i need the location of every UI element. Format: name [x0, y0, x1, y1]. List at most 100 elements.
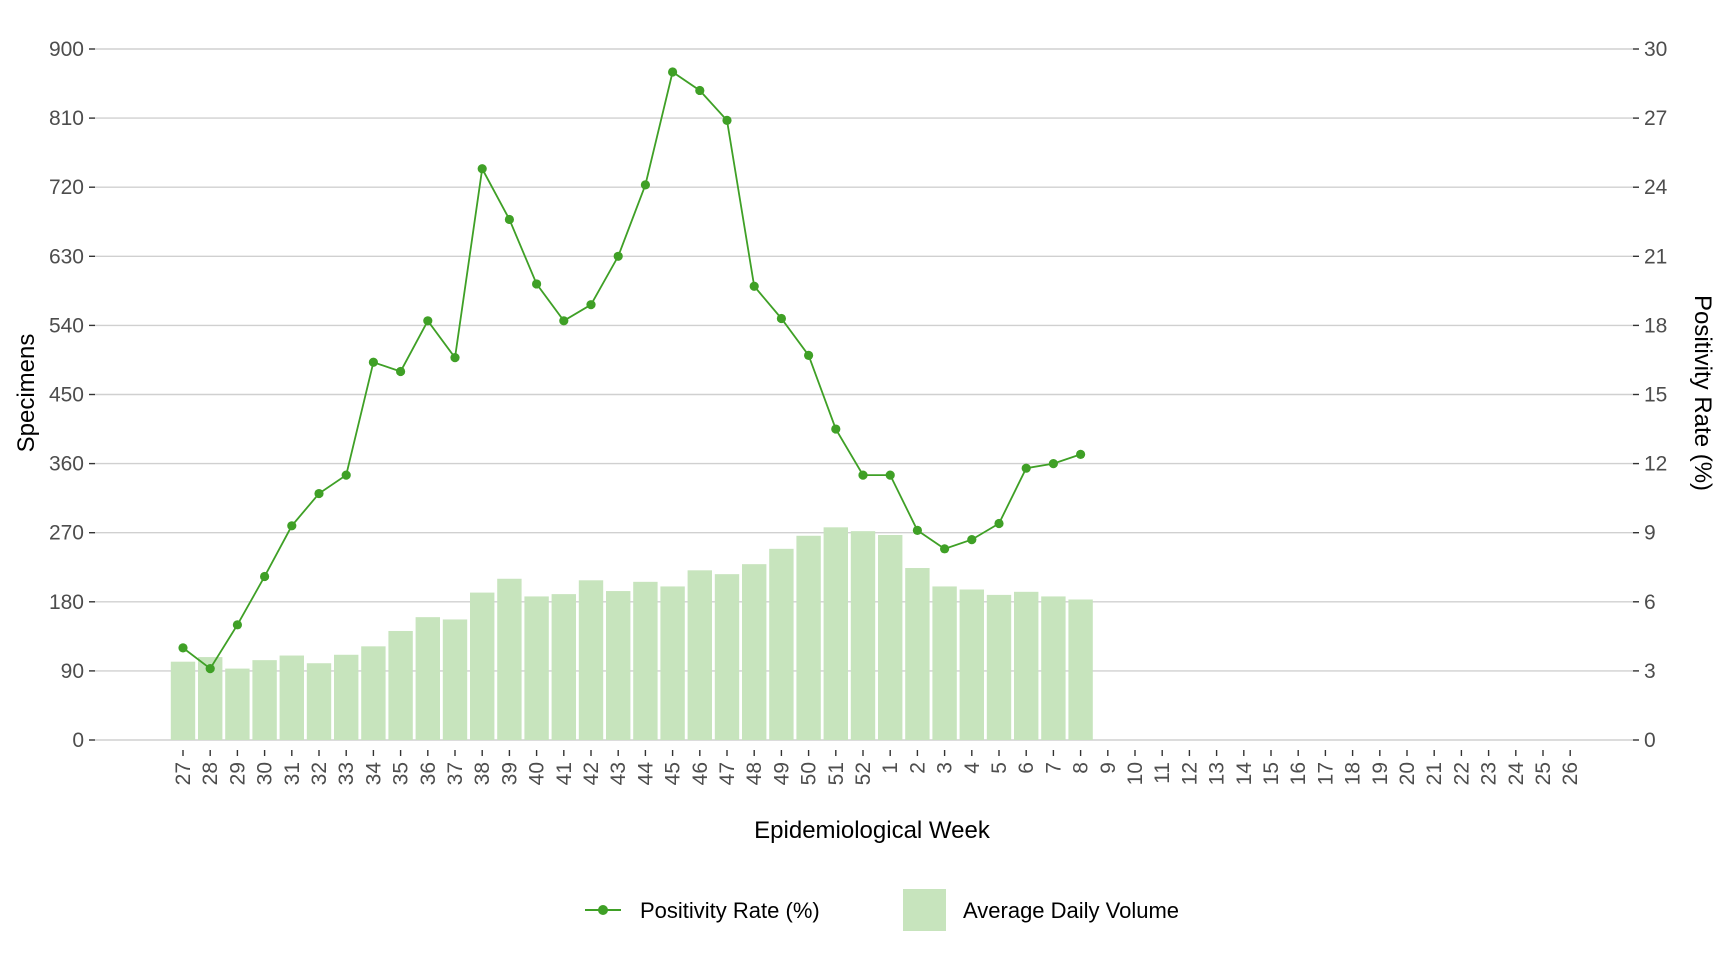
- left-tick-label-0: 0: [72, 729, 84, 752]
- x-tick-label-5: 5: [988, 762, 1011, 774]
- x-tick-label-38: 38: [471, 762, 494, 785]
- left-tick-label-10: 900: [49, 38, 84, 61]
- point-week-30: [260, 571, 270, 582]
- x-tick-label-29: 29: [226, 762, 249, 785]
- legend-label-volume: Average Daily Volume: [963, 898, 1179, 923]
- bar-week-44: [633, 581, 658, 740]
- bar-week-35: [388, 630, 413, 740]
- x-tick-label-40: 40: [526, 762, 549, 785]
- x-tick-label-4: 4: [961, 762, 984, 774]
- legend-item-volume: Average Daily Volume: [903, 889, 1179, 931]
- point-week-34: [368, 357, 378, 367]
- point-week-32: [314, 488, 324, 499]
- x-tick-label-22: 22: [1450, 762, 1473, 785]
- left-tick-label-5: 450: [49, 384, 84, 407]
- x-tick-label-11: 11: [1151, 762, 1174, 784]
- x-tick-label-21: 21: [1423, 762, 1446, 785]
- x-tick-label-36: 36: [417, 762, 440, 785]
- x-tick-label-48: 48: [743, 762, 766, 785]
- point-week-33: [341, 470, 351, 480]
- x-tick-label-13: 13: [1206, 762, 1229, 785]
- point-week-48: [749, 281, 759, 291]
- x-tick-label-20: 20: [1396, 762, 1419, 785]
- x-tick-label-27: 27: [172, 762, 195, 785]
- right-tick-label-10: 30: [1644, 38, 1667, 61]
- point-week-47: [722, 115, 732, 126]
- bar-week-7: [1041, 596, 1066, 740]
- left-tick-label-6: 540: [49, 314, 84, 337]
- x-tick-label-8: 8: [1070, 762, 1093, 774]
- point-week-31: [287, 521, 297, 531]
- x-tick-label-6: 6: [1015, 762, 1038, 774]
- right-tick-label-4: 12: [1644, 453, 1667, 476]
- point-week-45: [668, 67, 678, 77]
- point-week-52: [858, 470, 868, 480]
- legend-point-swatch: [598, 905, 608, 915]
- line-series: [178, 67, 1086, 674]
- legend: Positivity Rate (%) Average Daily Volume: [585, 889, 1179, 931]
- legend-item-positivity: Positivity Rate (%): [585, 898, 820, 923]
- x-tick-label-10: 10: [1124, 762, 1147, 785]
- point-week-1: [885, 470, 895, 480]
- bar-week-2: [905, 568, 930, 740]
- point-week-4: [967, 535, 977, 545]
- bar-week-47: [714, 574, 740, 740]
- x-tick-label-45: 45: [662, 762, 685, 785]
- left-tick-label-7: 630: [49, 245, 84, 268]
- x-tick-label-37: 37: [444, 762, 467, 785]
- bar-week-40: [524, 596, 549, 740]
- point-week-36: [423, 316, 433, 326]
- right-tick-label-0: 0: [1644, 729, 1656, 752]
- x-tick-label-39: 39: [498, 762, 521, 785]
- bar-week-29: [225, 668, 250, 740]
- x-tick-label-17: 17: [1314, 762, 1337, 785]
- bar-week-51: [823, 527, 848, 740]
- x-tick-label-50: 50: [798, 762, 821, 785]
- x-tick-label-51: 51: [825, 762, 848, 785]
- x-tick-label-34: 34: [362, 762, 385, 786]
- bar-week-42: [578, 580, 604, 740]
- bar-week-50: [796, 535, 821, 740]
- x-tick-label-18: 18: [1342, 762, 1365, 785]
- bar-week-34: [361, 646, 386, 740]
- bar-week-36: [415, 617, 440, 740]
- left-y-axis: 0 90 180 270 360 450 540 630 720 810 900: [49, 38, 95, 752]
- point-week-8: [1076, 449, 1086, 459]
- x-tick-label-41: 41: [553, 762, 576, 785]
- bar-series: [170, 527, 1093, 740]
- x-tick-label-2: 2: [906, 762, 929, 774]
- bar-week-5: [986, 594, 1012, 740]
- point-week-28: [205, 663, 215, 674]
- x-tick-label-25: 25: [1532, 762, 1555, 785]
- point-week-7: [1048, 459, 1058, 469]
- bar-week-37: [442, 619, 468, 740]
- x-tick-label-19: 19: [1369, 762, 1392, 785]
- x-tick-label-26: 26: [1559, 762, 1582, 785]
- bar-week-46: [687, 570, 712, 740]
- left-tick-label-3: 270: [49, 522, 84, 545]
- bar-week-33: [334, 654, 359, 740]
- point-week-44: [640, 180, 651, 190]
- x-axis-title: Epidemiological Week: [754, 817, 991, 844]
- bar-week-27: [170, 661, 196, 740]
- point-week-35: [396, 366, 406, 377]
- x-tick-label-7: 7: [1042, 762, 1065, 774]
- x-tick-label-28: 28: [199, 762, 222, 785]
- x-tick-label-49: 49: [770, 762, 793, 785]
- point-week-27: [178, 643, 188, 653]
- bar-week-1: [878, 535, 903, 740]
- point-week-50: [804, 350, 814, 360]
- left-tick-label-9: 810: [49, 107, 84, 130]
- bar-week-39: [497, 578, 522, 740]
- left-tick-label-2: 180: [49, 591, 84, 614]
- point-week-49: [776, 313, 787, 324]
- bar-week-4: [959, 589, 984, 740]
- point-week-2: [912, 525, 923, 535]
- left-tick-label-4: 360: [49, 453, 84, 476]
- point-week-29: [232, 620, 242, 630]
- x-tick-label-3: 3: [934, 762, 957, 774]
- x-tick-label-32: 32: [308, 762, 331, 785]
- right-tick-label-1: 3: [1644, 660, 1656, 683]
- bar-week-3: [932, 586, 957, 740]
